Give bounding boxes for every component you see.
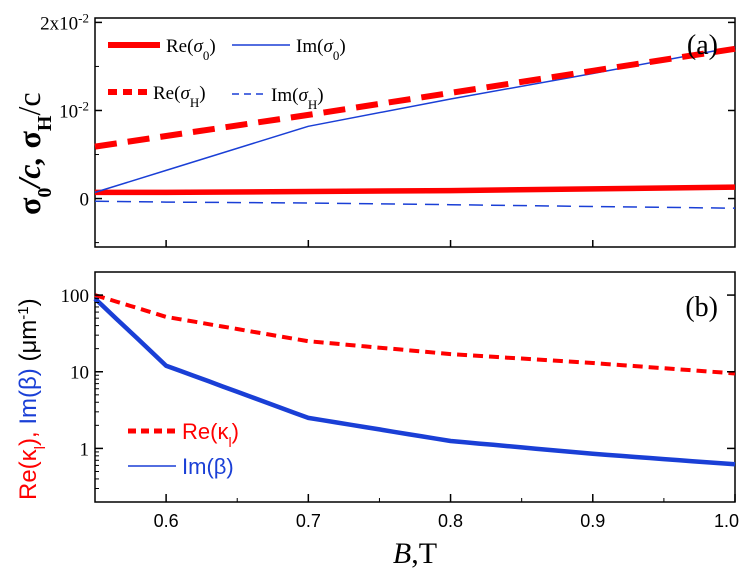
panel-a-frame xyxy=(94,17,736,248)
legend-label-im-sigma0: Im(σ0) xyxy=(296,36,346,63)
panel-a-ylabel: σ0/c, σH/c xyxy=(11,92,56,215)
xtick-label-b-3: 0.9 xyxy=(580,511,605,531)
ytick-label-a-2: 2x10-2 xyxy=(40,10,89,35)
ytick-label-b-1: 10 xyxy=(70,363,89,384)
ytick-label-b-0: 1 xyxy=(80,439,90,460)
legend-label-im-sigmaH: Im(σH) xyxy=(271,85,324,112)
panel-a-label: (a) xyxy=(687,30,718,61)
panel-b-frame xyxy=(94,271,736,503)
legend-a: Re(σ0) Im(σ0) Re(σH) Im(σH) xyxy=(108,36,346,112)
series-line-b-1 xyxy=(93,296,736,467)
panel-b-label: (b) xyxy=(685,292,718,323)
xtick-label-b-2: 0.8 xyxy=(438,511,463,531)
ytick-label-b-2: 100 xyxy=(61,286,90,307)
series-line-a-1 xyxy=(94,46,736,194)
legend-label-re-sigma0: Re(σ0) xyxy=(166,36,216,63)
xtick-label-b-0: 0.6 xyxy=(154,511,179,531)
ytick-label-a-1: 10-2 xyxy=(59,98,89,123)
panel-a: 0 10-2 2x10-2 (a) Re(σ0) Im(σ0) Re(σH) Im(… xyxy=(11,10,736,248)
series-line-a-3 xyxy=(94,200,736,209)
ytick-label-a-0: 0 xyxy=(80,190,90,211)
series-line-a-0 xyxy=(95,184,736,196)
xtick-label-b-1: 0.7 xyxy=(296,511,321,531)
legend-b: Re(κl) Im(β) xyxy=(128,419,239,479)
legend-label-im-beta: Im(β) xyxy=(182,454,234,479)
legend-label-re-sigmaH: Re(σH) xyxy=(153,83,206,110)
series-line-b-0 xyxy=(94,293,736,376)
panel-b-ylabel: Re(κl), Im(β) (μm-1) xyxy=(15,298,49,500)
xtick-label-b-4: 1.0 xyxy=(714,511,739,531)
x-axis-label: B,T xyxy=(393,537,437,570)
legend-label-re-kappa: Re(κl) xyxy=(182,419,239,450)
